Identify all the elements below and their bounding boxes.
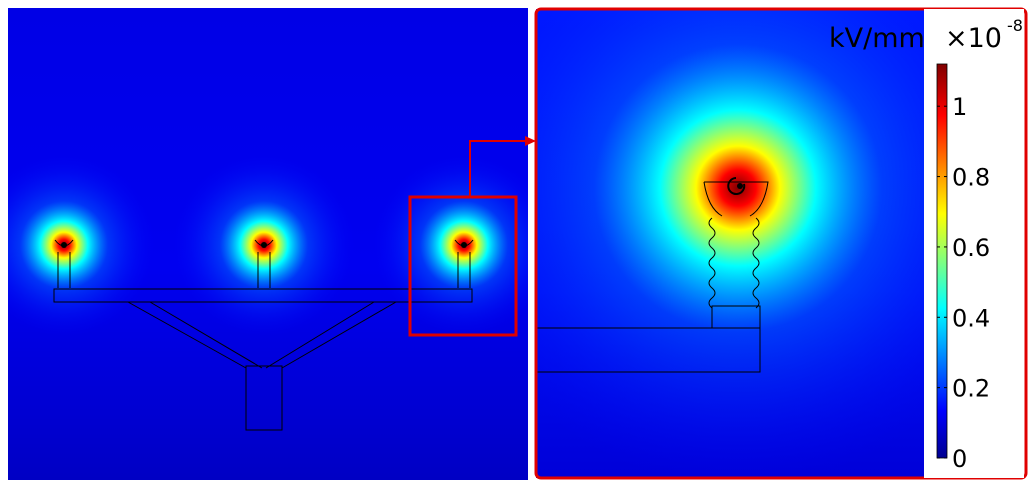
zoom-connector-line xyxy=(469,140,528,197)
colorbar-tick-label: 1 xyxy=(952,93,967,121)
zoom-inset-panel xyxy=(534,7,1028,480)
colorbar-exponent: -8 xyxy=(1007,16,1023,35)
conductor-ring-icon xyxy=(727,177,746,195)
conductor xyxy=(461,242,467,248)
zoom-hotspot xyxy=(536,9,924,478)
colorbar: 0 0.2 0.4 0.6 0.8 1 kV/mm ×10 -8 xyxy=(829,9,1024,478)
zoom-frame xyxy=(534,7,1028,480)
colorbar-scale xyxy=(936,63,948,459)
colorbar-tick-label: 0.2 xyxy=(952,375,990,403)
conductor xyxy=(737,183,743,189)
colorbar-tick-label: 0 xyxy=(952,445,967,473)
conductor xyxy=(61,242,67,248)
colorbar-unit: kV/mm xyxy=(829,23,925,54)
colorbar-tick-label: 0.8 xyxy=(952,164,990,192)
colorbar-tick-label: 0.6 xyxy=(952,234,990,262)
field-hotspot xyxy=(8,153,156,337)
zoom-structure-outline xyxy=(536,181,769,373)
arrow-head-icon xyxy=(525,136,536,146)
conductor xyxy=(261,242,267,248)
colorbar-tick-label: 0.4 xyxy=(952,304,990,332)
colorbar-multiplier: ×10 xyxy=(945,23,1002,54)
zoom-highlight-box xyxy=(408,195,518,337)
colorbar-ticks: 0 0.2 0.4 0.6 0.8 1 xyxy=(937,93,990,473)
full-view-panel xyxy=(8,8,536,480)
